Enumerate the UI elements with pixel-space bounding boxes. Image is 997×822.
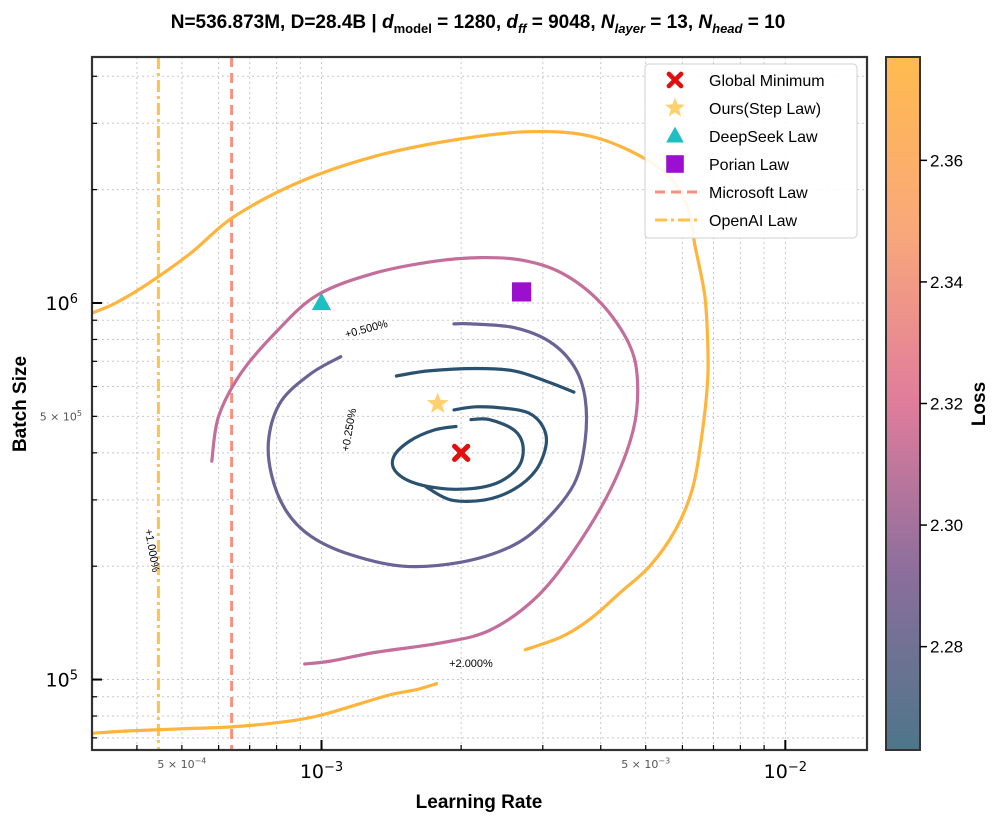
contour-line [390,417,525,491]
x-axis-label: Learning Rate [416,792,543,813]
legend-label: Porian Law [709,157,789,174]
tick-label: 5 × 10−4 [157,757,206,771]
law-markers [311,282,532,462]
x-marker [452,443,471,462]
colorbar-tick-label: 2.36 [930,151,963,170]
tick-label: 105 [46,668,78,691]
legend-label: Global Minimum [709,73,825,90]
colorbar: 2.28 2.30 2.32 2.34 2.36 Loss [885,56,990,751]
legend-entry: OpenAI Law [655,213,798,230]
contour-line [266,322,589,569]
contour-line [424,405,549,503]
chart-title-text: N=536.873M, D=28.4B | dmodel = 1280, dff… [171,12,786,36]
legend-label: Ours(Step Law) [709,101,821,118]
colorbar-tick-label: 2.34 [930,273,963,292]
triangle-marker [311,292,332,311]
square-marker [666,155,684,173]
x-axis-ticks: 10−3 10−2 5 × 10−4 5 × 10−3 [136,740,807,783]
triangle-marker [666,126,684,143]
legend-entry: Microsoft Law [655,185,808,202]
contour-label: +0.250% [340,407,359,452]
legend-entry: Ours(Step Law) [665,97,821,118]
tick-label: 5 × 105 [40,409,82,423]
chart-title: N=536.873M, D=28.4B | dmodel = 1280, dff… [171,12,786,36]
legend-entry: Global Minimum [666,71,825,90]
star-marker [426,392,449,413]
contour-label: +2.000% [449,658,493,670]
colorbar-tick-label: 2.30 [930,516,963,535]
colorbar-ticks: 2.28 2.30 2.32 2.34 2.36 [920,151,963,657]
square-marker [511,282,532,302]
x-stroke [452,443,471,462]
legend-entry: DeepSeek Law [666,126,818,146]
reference-lines [156,57,234,750]
legend-label: OpenAI Law [709,213,798,230]
contour-lines [92,129,710,735]
tick-label: 10−2 [764,760,807,783]
colorbar-tick-label: 2.28 [930,638,963,657]
tick-label: 5 × 10−3 [621,757,670,771]
contour-line [210,255,640,666]
tick-label: 106 [46,292,78,315]
x-stroke [666,71,684,89]
contour-label: +0.500% [344,318,390,341]
legend-label: DeepSeek Law [709,129,818,146]
tick-label: 10−3 [300,760,343,783]
y-axis-ticks: 105 106 5 × 105 [40,75,102,739]
legend: Global Minimum Ours(Step Law) DeepSeek Law… [644,63,858,239]
y-axis-label: Batch Size [10,356,31,452]
contour-line [92,129,710,652]
contour-line [92,682,439,735]
legend-box [644,63,858,239]
star-marker [665,97,685,117]
colorbar-label: Loss [969,382,990,426]
x-marker [666,71,684,89]
legend-label: Microsoft Law [709,185,808,202]
colorbar-gradient [886,57,920,750]
contour-line [394,366,576,394]
plot-frame [90,55,869,752]
legend-entry: Porian Law [666,155,789,174]
colorbar-tick-label: 2.32 [930,395,963,414]
